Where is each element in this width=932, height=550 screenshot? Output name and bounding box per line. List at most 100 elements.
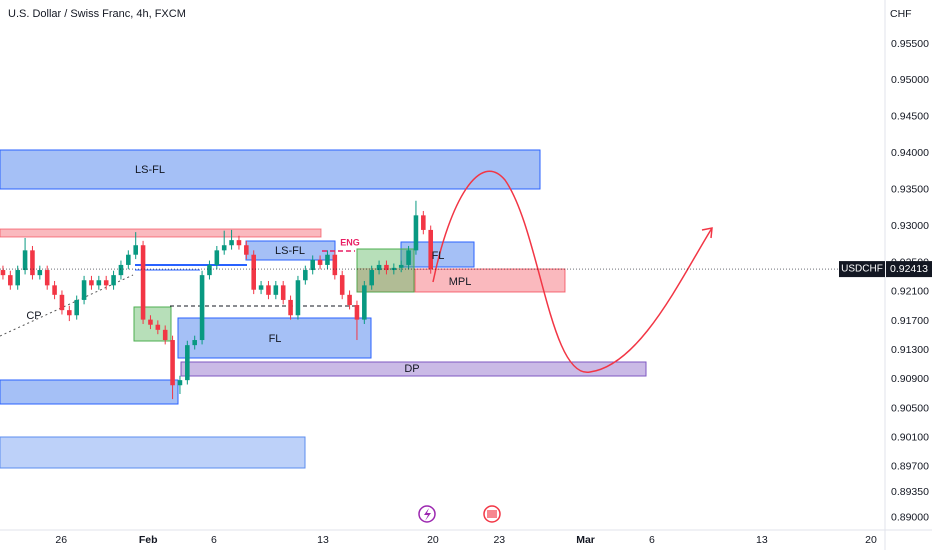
x-tick-label: 6 [649,534,655,546]
candle-body [339,275,345,295]
y-axis-label: CHF [890,8,912,20]
candle-body [369,270,374,286]
y-tick-label: 0.89700 [891,461,929,473]
y-tick-label: 0.89350 [891,486,929,498]
candle-body [413,215,419,251]
candle-body [30,250,35,276]
zone-ls-fl [0,149,541,190]
y-tick-label: 0.91700 [891,315,929,327]
candle-body [332,254,338,276]
candle-body [81,280,87,300]
chart-title: U.S. Dollar / Swiss Franc, 4h, FXCM [8,8,186,20]
candle-body [59,294,65,311]
y-tick-label: 0.89000 [891,512,929,524]
candle-body [317,259,323,265]
candle-body [295,280,301,316]
candle-body [67,310,72,316]
candle-body [148,319,153,325]
candle-body [229,240,234,246]
event-icon-flag [487,510,497,518]
candle-body [155,324,161,330]
candle-body [354,305,360,320]
candle-body [310,259,315,271]
candle-body [303,270,308,281]
candle-body [280,285,286,300]
y-tick-label: 0.90100 [891,432,929,444]
candle-body [273,285,279,295]
zone-label: ENG [340,237,360,247]
candle-body [325,254,330,265]
candle-body [118,264,124,276]
y-tick-label: 0.94500 [891,111,929,123]
candle-body [111,275,116,286]
candle-body [185,345,190,381]
y-tick-label: 0.90500 [891,402,929,414]
x-tick-label: 20 [865,534,877,546]
y-tick-label: 0.93000 [891,220,929,232]
event-icon-bolt [424,508,431,521]
candle-body [214,250,220,265]
candle-body [126,254,131,265]
x-tick-label: 20 [427,534,439,546]
candle-body [52,285,57,295]
candle-body [22,250,28,271]
y-tick-label: 0.92100 [891,286,929,298]
x-tick-label: Mar [576,534,595,546]
y-tick-label: 0.90900 [891,373,929,385]
zone-label: LS-FL [275,245,305,257]
candle-body [89,280,94,286]
y-tick-label: 0.93500 [891,184,929,196]
candle-body [236,240,242,246]
y-tick-label: 0.91300 [891,344,929,356]
zone-blue [0,379,179,405]
zone-label: FL [269,333,282,345]
zone-label: CP [26,310,41,322]
candle-body [192,340,197,346]
candle-body [384,264,389,271]
candle-body [103,280,109,286]
x-tick-label: 6 [211,534,217,546]
candle-body [0,270,6,276]
candle-body [421,215,426,230]
candle-body [140,245,146,320]
cp-line [0,274,134,337]
candle-body [37,270,43,276]
zone-pink [0,228,322,238]
projection-arrow [701,227,713,239]
zone-label: LS-FL [135,164,165,176]
candle-body [376,264,382,271]
candle-body [347,294,352,306]
price-tag [886,261,932,278]
candle-body [207,264,212,276]
candle-body [177,380,183,386]
zone-labels: LS-FL LS-FL FL FL CP ENG MPL DP [26,164,471,375]
candle-body [398,264,404,268]
zone-label: DP [404,363,419,375]
candle-body [170,340,175,386]
price-tag-label: 0.92413 [890,263,928,275]
candle-body [244,245,249,255]
y-tick-label: 0.94000 [891,147,929,159]
candle-body [162,329,168,341]
y-tick-label: 0.95500 [891,38,929,50]
candle-body [15,270,20,286]
y-tick-label: 0.95000 [891,74,929,86]
candle-body [266,285,271,295]
candle-body [288,299,293,316]
candle-body [428,229,433,270]
drawings [0,149,713,469]
candle-body [251,254,256,290]
candle-body [8,275,13,286]
zone-blue-light [0,436,306,469]
candle-body [199,275,205,341]
zone-dp [180,361,647,377]
x-tick-label: 23 [493,534,505,546]
x-tick-label: Feb [139,534,158,546]
x-tick-label: 13 [317,534,329,546]
projection-curve [432,170,713,373]
symbol-label: USDCHF [841,264,883,275]
candle-body [96,280,102,286]
symbol-tag [839,261,885,278]
